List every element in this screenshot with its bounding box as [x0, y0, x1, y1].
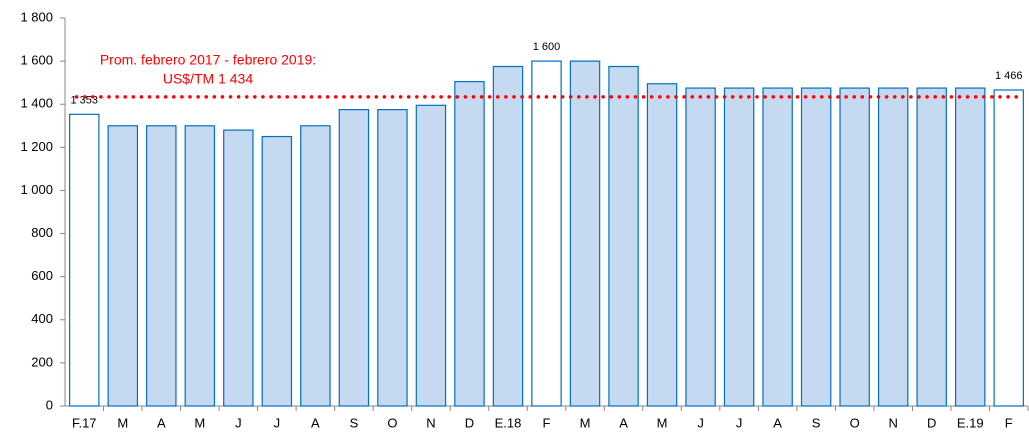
y-tick-label: 600 [31, 268, 53, 283]
bar [569, 60, 601, 407]
x-tick-label: A [311, 415, 320, 430]
bar [877, 87, 909, 407]
x-tick-label: E.18 [495, 415, 522, 430]
bar [69, 113, 100, 407]
y-tick-label: 1 000 [20, 182, 53, 197]
x-tick-label: E.19 [957, 415, 984, 430]
x-tick-label: F [1005, 415, 1013, 430]
y-tick-label: 1 600 [20, 53, 53, 68]
x-tick-label: J [736, 415, 743, 430]
annotation: Prom. febrero 2017 - febrero 2019: US$/T… [100, 52, 316, 87]
bar [415, 104, 447, 407]
bar [107, 125, 139, 407]
annotation-line: US$/TM 1 434 [163, 71, 253, 87]
x-tick-label: A [773, 415, 782, 430]
bar [800, 87, 832, 407]
y-tick-label: 800 [31, 225, 53, 240]
x-tick-label: A [619, 415, 628, 430]
y-tick-label: 1 200 [20, 139, 53, 154]
y-tick-label: 1 400 [20, 96, 53, 111]
bar [454, 80, 485, 407]
bar [377, 109, 408, 407]
x-tick-label: J [274, 415, 281, 430]
annotation-line: Prom. febrero 2017 - febrero 2019: [100, 52, 316, 68]
x-tick-label: O [387, 415, 397, 430]
x-tick-label: N [426, 415, 435, 430]
y-tick-label: 400 [31, 311, 53, 326]
bar [261, 135, 293, 407]
bar [762, 87, 793, 407]
bar [300, 125, 331, 407]
bar [839, 87, 870, 407]
x-tick-label: A [157, 415, 166, 430]
bar [646, 83, 678, 407]
x-tick-label: O [850, 415, 860, 430]
bar [338, 109, 370, 407]
bar [146, 125, 177, 407]
x-tick-label: N [888, 415, 897, 430]
y-tick-label: 0 [46, 397, 53, 412]
x-tick-label: D [927, 415, 936, 430]
x-tick-label: F [543, 415, 551, 430]
bar [531, 60, 562, 407]
x-tick-label: D [465, 415, 474, 430]
x-tick-label: S [812, 415, 821, 430]
x-tick-label: F.17 [72, 415, 97, 430]
bar [685, 87, 716, 407]
data-label: 1 600 [533, 41, 561, 53]
x-tick-label: S [350, 415, 359, 430]
data-label: 1 466 [995, 70, 1023, 82]
bar [954, 87, 986, 407]
x-tick-label: J [235, 415, 242, 430]
bar [916, 87, 947, 407]
x-tick-label: J [697, 415, 704, 430]
x-tick-label: M [657, 415, 668, 430]
bar [993, 89, 1024, 407]
y-tick-label: 200 [31, 354, 53, 369]
bar [492, 65, 524, 407]
x-tick-label: M [580, 415, 591, 430]
x-tick-label: M [117, 415, 128, 430]
y-tick-label: 1 800 [20, 9, 53, 24]
bar [723, 87, 755, 407]
bar [184, 125, 216, 407]
x-tick-label: M [194, 415, 205, 430]
bar [223, 129, 254, 407]
bar [608, 65, 639, 407]
